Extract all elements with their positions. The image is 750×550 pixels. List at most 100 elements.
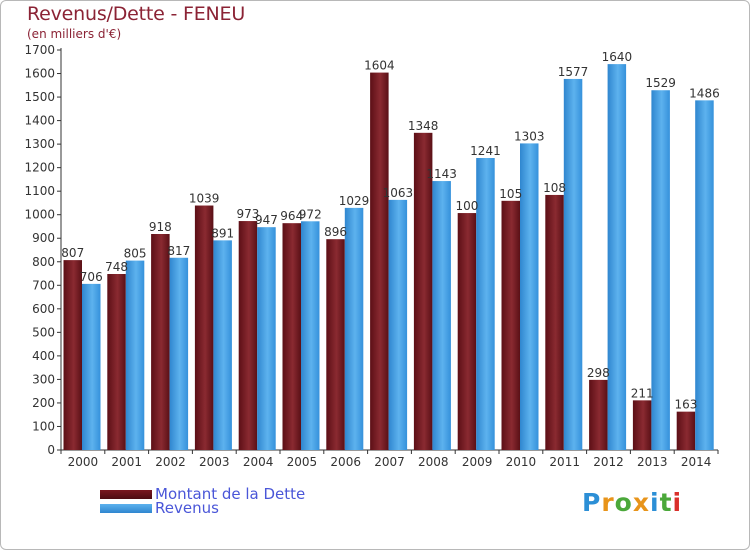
data-label: 964: [280, 209, 303, 223]
y-tick-label: 1000: [24, 208, 55, 222]
legend-label-revenus: Revenus: [155, 499, 219, 517]
data-label: 100: [455, 199, 478, 213]
x-tick-label: 2001: [111, 455, 142, 469]
data-label: 108: [543, 181, 566, 195]
chart-subtitle: (en milliers d'€): [27, 27, 122, 41]
data-label: 918: [149, 220, 172, 234]
debt-bar: [238, 221, 258, 450]
proxiti-logo: Proxiti: [582, 488, 682, 517]
x-tick-label: 2003: [199, 455, 230, 469]
debt-bar: [457, 213, 477, 450]
data-label: 298: [587, 366, 610, 380]
x-tick-label: 2007: [374, 455, 405, 469]
x-tick-label: 2011: [549, 455, 580, 469]
data-label: 706: [80, 270, 103, 284]
x-tick-label: 2002: [155, 455, 186, 469]
y-tick-label: 1600: [24, 67, 55, 81]
data-label: 748: [105, 260, 128, 274]
x-tick-label: 2013: [637, 455, 668, 469]
y-tick-label: 400: [32, 349, 55, 363]
data-label: 1640: [602, 50, 633, 64]
revenue-bar: [213, 240, 232, 450]
logo-letter: t: [659, 488, 673, 517]
debt-bar: [589, 379, 608, 450]
logo-letter: P: [582, 488, 602, 517]
y-tick-label: 600: [32, 302, 55, 316]
data-label: 163: [674, 398, 697, 412]
debt-bar: [63, 260, 82, 450]
x-tick-label: 2009: [462, 455, 493, 469]
x-tick-label: 2006: [330, 455, 361, 469]
y-tick-label: 900: [32, 231, 55, 245]
chart-axes: 0 100 200 300 400 500 600 700 800 900 1000 1100 1200…: [24, 43, 719, 469]
legend-item-revenus: Revenus: [100, 499, 219, 517]
y-tick-label: 1300: [24, 137, 55, 151]
revenue-bar: [476, 158, 495, 450]
legend-label-dette: Montant de la Dette: [155, 485, 306, 503]
legend-swatch-dette: [100, 489, 152, 499]
chart-title: Revenus/Dette - FENEU: [27, 3, 246, 25]
revenue-bar: [520, 143, 539, 451]
data-label: 896: [324, 225, 347, 239]
y-tick-label: 100: [32, 419, 55, 433]
revenue-bar: [388, 199, 408, 450]
debt-bar: [632, 400, 652, 450]
y-tick-label: 200: [32, 396, 55, 410]
logo-letter: i: [672, 488, 683, 517]
debt-bar: [501, 200, 520, 450]
revenue-bar: [82, 283, 101, 450]
data-label: 891: [211, 226, 234, 240]
y-tick-label: 1200: [24, 161, 55, 175]
revenue-bar: [301, 221, 320, 450]
revenue-bar: [169, 257, 189, 450]
data-label: 1143: [426, 167, 457, 181]
x-tick-label: 2000: [68, 455, 99, 469]
revenue-bar: [125, 260, 145, 450]
data-label: 805: [124, 247, 147, 261]
debt-bar: [194, 205, 214, 450]
x-tick-label: 2008: [418, 455, 449, 469]
chart-bars: [63, 64, 714, 451]
data-label: 1241: [470, 144, 501, 158]
data-label: 1348: [408, 119, 439, 133]
revenue-bar: [432, 181, 451, 450]
y-tick-label: 800: [32, 255, 55, 269]
revenue-bar: [651, 90, 670, 450]
y-tick-label: 1400: [24, 114, 55, 128]
y-tick-label: 1100: [24, 184, 55, 198]
logo-letter: i: [650, 488, 660, 517]
revenue-bar: [695, 100, 714, 451]
x-tick-label: 2014: [681, 455, 712, 469]
logo-letter: x: [632, 488, 650, 517]
debt-bar: [413, 132, 433, 450]
legend-swatch-revenus: [100, 503, 152, 513]
data-label: 105: [499, 187, 522, 201]
data-label: 1063: [383, 186, 414, 200]
data-label: 1577: [558, 65, 589, 79]
revenue-bar: [344, 207, 364, 450]
x-tick-label: 2012: [593, 455, 624, 469]
x-tick-label: 2005: [287, 455, 318, 469]
revenue-bar: [607, 64, 627, 450]
logo-letter: o: [614, 488, 633, 517]
revenue-bar: [257, 227, 276, 450]
y-tick-label: 1500: [24, 90, 55, 104]
data-label: 1029: [339, 194, 370, 208]
debt-bar: [326, 239, 345, 450]
data-label: 973: [236, 207, 259, 221]
data-label: 1529: [645, 76, 676, 90]
debt-bar: [151, 234, 170, 450]
logo-letter: r: [601, 488, 615, 517]
y-tick-label: 300: [32, 372, 55, 386]
data-label: 972: [299, 207, 322, 221]
data-label: 1039: [189, 192, 220, 206]
debt-bar: [370, 72, 389, 451]
y-tick-label: 500: [32, 325, 55, 339]
y-tick-label: 700: [32, 278, 55, 292]
revenue-bar: [563, 78, 583, 451]
x-tick-label: 2004: [243, 455, 274, 469]
y-tick-label: 1700: [24, 43, 55, 57]
x-tick-label: 2010: [506, 455, 537, 469]
